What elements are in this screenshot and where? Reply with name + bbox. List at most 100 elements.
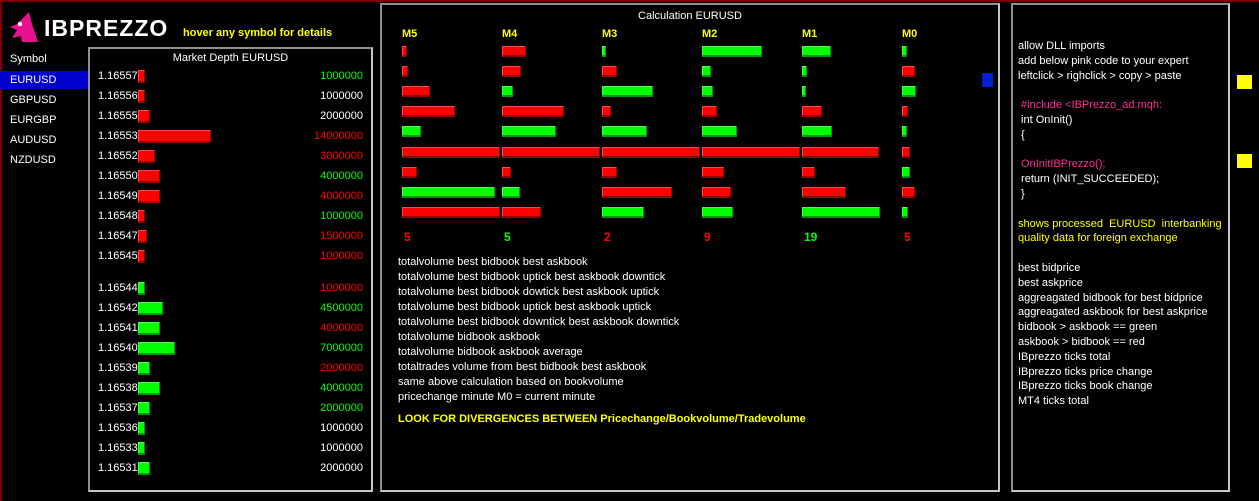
price-label: 1.16553 [98, 130, 138, 142]
yellow-marker-top [1237, 75, 1252, 89]
window-left-edge [0, 0, 2, 501]
depth-bar [138, 70, 145, 83]
calc-bar [902, 66, 915, 77]
volume-label: 4000000 [320, 170, 363, 182]
symbol-column-header: Symbol [10, 53, 47, 65]
calc-bar [602, 187, 672, 198]
price-label: 1.16533 [98, 442, 138, 454]
calc-bar [402, 147, 500, 158]
price-label: 1.16541 [98, 322, 138, 334]
info-line: IBprezzo ticks price change [1018, 366, 1153, 378]
calc-bar [702, 187, 731, 198]
depth-bar [138, 190, 160, 203]
volume-label: 1000000 [320, 422, 363, 434]
code-line[interactable]: } [1018, 188, 1025, 200]
volume-label: 4500000 [320, 302, 363, 314]
volume-label: 4000000 [320, 190, 363, 202]
calc-bar [802, 167, 815, 178]
volume-label: 1000000 [320, 70, 363, 82]
price-label: 1.16557 [98, 70, 138, 82]
calc-bar [402, 46, 407, 57]
code-line[interactable]: return (INIT_SUCCEEDED); [1018, 173, 1160, 185]
price-label: 1.16531 [98, 462, 138, 474]
legend-line: totalvolume bidbook askbook average [398, 346, 583, 358]
calc-bar [402, 126, 421, 137]
legend-line: totalvolume best bidbook dowtick best as… [398, 286, 660, 298]
calc-bar [702, 86, 713, 97]
market-depth-title: Market Depth EURUSD [172, 52, 289, 64]
calc-bar [602, 126, 647, 137]
calc-bar [402, 167, 417, 178]
calc-bar [502, 147, 600, 158]
price-label: 1.16556 [98, 90, 138, 102]
period-value-m2: 9 [704, 230, 711, 244]
depth-bar [138, 402, 150, 415]
calc-bar [602, 167, 617, 178]
volume-label: 4000000 [320, 322, 363, 334]
calc-bar [902, 46, 907, 57]
calc-bar [702, 126, 737, 137]
calc-bar [902, 106, 908, 117]
calc-bar [402, 86, 430, 97]
info-line: aggreagated askbook for best askprice [1018, 306, 1208, 318]
calc-bar [902, 167, 910, 178]
calc-bar [502, 106, 564, 117]
volume-label: 1000000 [320, 282, 363, 294]
calc-bar [802, 106, 822, 117]
price-label: 1.16536 [98, 422, 138, 434]
calc-bar [702, 46, 762, 57]
calc-bar [502, 167, 511, 178]
depth-bar [138, 462, 150, 475]
period-label-m2: M2 [702, 28, 718, 40]
calc-bar [602, 46, 606, 57]
info-line: add below pink code to your expert [1018, 55, 1189, 67]
info-line: leftclick > righclick > copy > paste [1018, 70, 1182, 82]
depth-bar [138, 322, 160, 335]
volume-label: 1000000 [320, 210, 363, 222]
info-line: IBprezzo ticks book change [1018, 380, 1153, 392]
calc-bar [902, 147, 910, 158]
calc-bar [702, 147, 800, 158]
calculation-title: Calculation EURUSD [638, 10, 742, 22]
code-line[interactable]: int OnInit() [1018, 114, 1073, 126]
price-label: 1.16548 [98, 210, 138, 222]
period-label-m0: M0 [902, 28, 918, 40]
sidebar-item-gbpusd[interactable]: GBPUSD [10, 94, 57, 106]
price-label: 1.16542 [98, 302, 138, 314]
info-line: allow DLL imports [1018, 40, 1106, 52]
sidebar-item-nzdusd[interactable]: NZDUSD [10, 154, 56, 166]
info-line: best askprice [1018, 277, 1083, 289]
info-panel: allow DLL imports add below pink code to … [1011, 3, 1230, 492]
sidebar-item-audusd[interactable]: AUDUSD [10, 134, 57, 146]
depth-bar [138, 170, 160, 183]
price-label: 1.16550 [98, 170, 138, 182]
legend-line: totalvolume bidbook askbook [398, 331, 540, 343]
sidebar-item-eurusd[interactable]: EURUSD [0, 71, 88, 89]
volume-label: 1000000 [320, 250, 363, 262]
sidebar-item-eurgbp[interactable]: EURGBP [10, 114, 57, 126]
info-line: shows processed EURUSD interbanking [1018, 218, 1222, 230]
volume-label: 2000000 [320, 110, 363, 122]
legend-line: totalvolume best bidbook uptick best ask… [398, 301, 652, 313]
code-line[interactable]: OnInitIBPrezzo(); [1018, 158, 1106, 170]
info-line: IBprezzo ticks total [1018, 351, 1111, 363]
app-logo [8, 12, 42, 44]
period-label-m3: M3 [602, 28, 618, 40]
calc-bar [802, 86, 806, 97]
calc-bar [502, 207, 541, 218]
depth-bar [138, 302, 163, 315]
price-label: 1.16539 [98, 362, 138, 374]
calc-bar [502, 66, 521, 77]
depth-bar [138, 442, 145, 455]
calc-bar [802, 147, 879, 158]
calc-bar [502, 126, 556, 137]
divergence-note: LOOK FOR DIVERGENCES BETWEEN Pricechange… [398, 413, 806, 425]
depth-bar [138, 150, 155, 163]
code-line[interactable]: { [1018, 129, 1025, 141]
calc-bar [402, 66, 408, 77]
calc-bar [602, 66, 617, 77]
calc-bar [802, 46, 831, 57]
code-line[interactable]: #include <IBPrezzo_ad.mqh: [1018, 99, 1163, 111]
depth-bar [138, 382, 160, 395]
price-label: 1.16552 [98, 150, 138, 162]
